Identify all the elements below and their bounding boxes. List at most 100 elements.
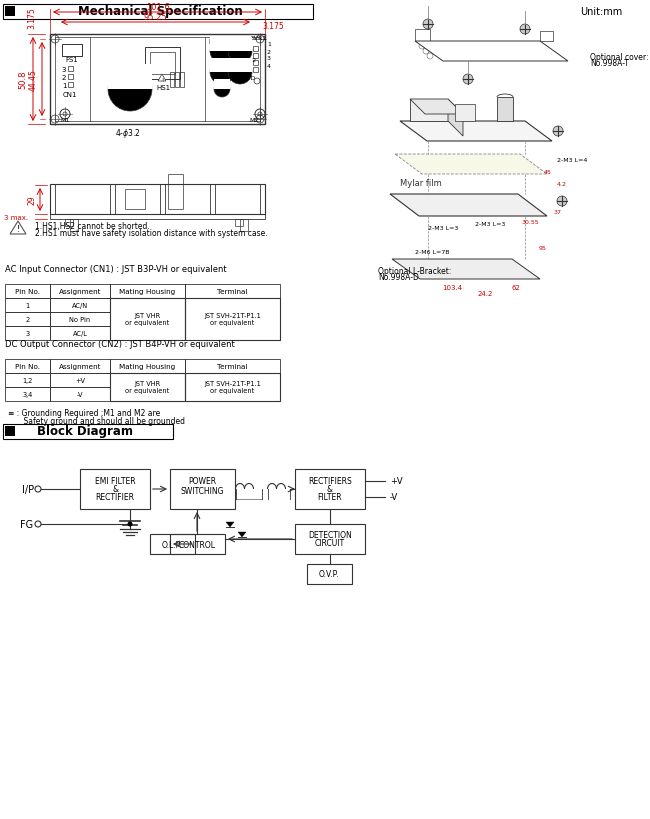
Text: EMI FILTER: EMI FILTER xyxy=(95,477,135,486)
Text: 3: 3 xyxy=(62,67,66,73)
Text: Assignment: Assignment xyxy=(58,288,101,295)
Text: 37: 37 xyxy=(554,209,562,215)
Text: 62: 62 xyxy=(512,285,521,291)
Bar xyxy=(110,360,185,373)
Text: +V: +V xyxy=(390,477,402,486)
Text: M1: M1 xyxy=(60,117,70,122)
Bar xyxy=(50,373,110,387)
Text: 3 max.: 3 max. xyxy=(4,215,28,221)
Text: 50.8: 50.8 xyxy=(18,70,27,89)
Text: O.V.P.: O.V.P. xyxy=(318,570,339,579)
Text: Assignment: Assignment xyxy=(58,364,101,369)
Text: Pin No.: Pin No. xyxy=(15,364,40,369)
Text: 2-M3 L=4: 2-M3 L=4 xyxy=(557,157,587,162)
Bar xyxy=(5,7,15,17)
Polygon shape xyxy=(415,42,568,62)
Text: 2.HS1 must have safety isolation distance with system case.: 2.HS1 must have safety isolation distanc… xyxy=(35,229,268,238)
Bar xyxy=(110,373,185,401)
Circle shape xyxy=(214,82,230,98)
Text: CIRCUIT: CIRCUIT xyxy=(315,538,345,547)
Bar xyxy=(3,424,173,440)
Circle shape xyxy=(228,40,252,64)
Text: -V: -V xyxy=(390,493,398,502)
Text: +V: +V xyxy=(75,378,85,383)
Text: Block Diagram: Block Diagram xyxy=(37,425,133,438)
Text: !: ! xyxy=(16,225,20,234)
Text: SVR1: SVR1 xyxy=(251,35,267,40)
Polygon shape xyxy=(226,523,234,527)
Text: 29: 29 xyxy=(27,195,36,205)
Bar xyxy=(185,285,280,299)
Text: HS1: HS1 xyxy=(156,85,170,91)
Bar xyxy=(50,360,110,373)
Bar xyxy=(55,38,260,122)
Text: 4-$\phi$3.2: 4-$\phi$3.2 xyxy=(115,126,140,139)
Text: 2: 2 xyxy=(62,75,66,81)
Text: 3,4: 3,4 xyxy=(22,391,32,397)
Text: Mating Housing: Mating Housing xyxy=(120,364,176,369)
Bar xyxy=(185,299,280,341)
Polygon shape xyxy=(228,38,252,52)
Text: CN1: CN1 xyxy=(63,92,77,98)
Text: AC Input Connector (CN1) : JST B3P-VH or equivalent: AC Input Connector (CN1) : JST B3P-VH or… xyxy=(5,265,227,274)
Text: &: & xyxy=(112,485,118,494)
Circle shape xyxy=(210,61,234,85)
Polygon shape xyxy=(228,59,252,73)
Bar xyxy=(62,45,82,57)
Bar xyxy=(50,185,265,215)
Text: O.L.P.: O.L.P. xyxy=(162,540,182,549)
Text: ≡ : Grounding Required ;M1 and M2 are: ≡ : Grounding Required ;M1 and M2 are xyxy=(8,409,161,418)
Circle shape xyxy=(210,40,234,64)
Text: FILTER: FILTER xyxy=(318,493,343,502)
Text: SWITCHING: SWITCHING xyxy=(180,487,224,495)
Bar xyxy=(253,68,258,73)
Bar xyxy=(253,61,258,66)
Text: 4: 4 xyxy=(267,63,271,69)
Text: 44.45: 44.45 xyxy=(29,69,38,91)
Text: 2-M3 L=3: 2-M3 L=3 xyxy=(474,222,505,227)
Text: 24.2: 24.2 xyxy=(478,291,493,296)
Text: 2: 2 xyxy=(267,49,271,54)
Bar xyxy=(185,360,280,373)
Bar xyxy=(50,313,110,327)
Text: 103.4: 103.4 xyxy=(442,285,462,291)
Bar xyxy=(235,219,243,227)
Polygon shape xyxy=(497,98,513,122)
Text: 1,2: 1,2 xyxy=(22,378,32,383)
Text: Terminal: Terminal xyxy=(217,364,248,369)
Polygon shape xyxy=(108,65,152,90)
Text: 3.175: 3.175 xyxy=(262,22,284,31)
Text: LED: LED xyxy=(244,75,256,80)
Text: Terminal: Terminal xyxy=(217,288,248,295)
Text: 95: 95 xyxy=(539,245,547,250)
Circle shape xyxy=(557,197,567,206)
Text: 101.6: 101.6 xyxy=(146,3,170,12)
Text: JST SVH-21T-P1.1
or equivalent: JST SVH-21T-P1.1 or equivalent xyxy=(204,381,261,394)
Circle shape xyxy=(108,68,152,112)
Bar xyxy=(170,73,174,88)
Text: RECTIFIER: RECTIFIER xyxy=(96,493,135,502)
Bar xyxy=(5,313,50,327)
Text: No.998A-T: No.998A-T xyxy=(590,60,629,69)
Polygon shape xyxy=(10,222,26,235)
Polygon shape xyxy=(455,105,475,122)
Text: 1.HS1,HS2 cannot be shorted.: 1.HS1,HS2 cannot be shorted. xyxy=(35,222,150,231)
Circle shape xyxy=(520,25,530,35)
Text: 4.2: 4.2 xyxy=(557,181,567,186)
Text: HS2: HS2 xyxy=(208,39,222,45)
Text: 2-M3 L=3: 2-M3 L=3 xyxy=(428,225,458,230)
Text: 1: 1 xyxy=(25,303,29,309)
Bar xyxy=(55,185,110,215)
Polygon shape xyxy=(390,195,547,217)
Bar xyxy=(50,299,110,313)
Text: Pin No.: Pin No. xyxy=(15,288,40,295)
Text: JST VHR
or equivalent: JST VHR or equivalent xyxy=(125,381,170,394)
Bar xyxy=(5,299,50,313)
Polygon shape xyxy=(392,260,540,279)
Polygon shape xyxy=(158,75,166,82)
Bar xyxy=(5,427,15,437)
Bar xyxy=(65,219,73,227)
Bar xyxy=(295,469,365,509)
Text: FS1: FS1 xyxy=(66,57,79,63)
Bar xyxy=(5,387,50,401)
